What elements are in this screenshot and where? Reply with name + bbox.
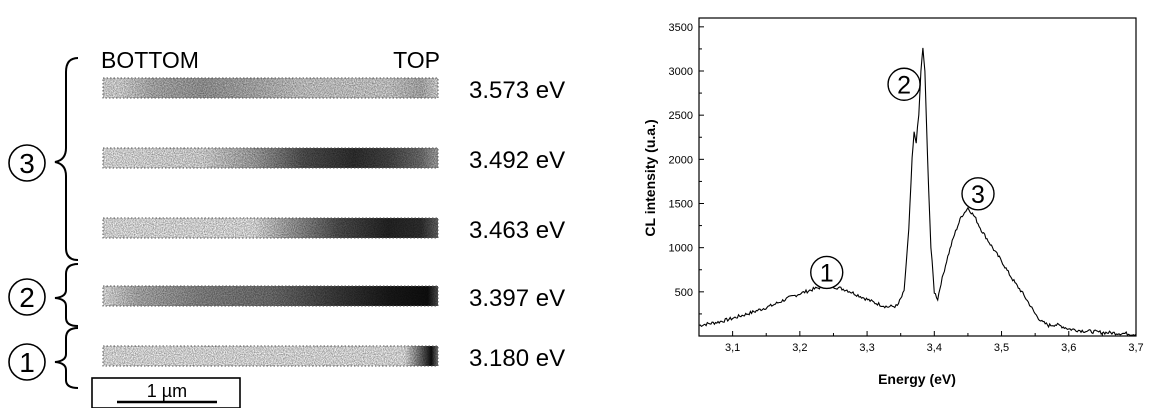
x-tick-label: 3,7 [1128,342,1143,354]
cl-strip-outline [102,77,439,99]
cl-map-strips: 3.573 eV 3.492 eV 3.463 eV 3.397 eV 3.180 eV [102,77,565,372]
x-tick-label: 3,4 [927,342,942,354]
cl-strip-grain [103,148,438,168]
brace-group-2 [54,263,79,327]
y-tick-label: 3500 [669,22,693,34]
cl-strip-grain [103,346,438,366]
group-2-circle [8,278,46,316]
y-tick-label: 1500 [669,199,693,211]
spectrum-line [698,47,1137,337]
y-axis-label: CL intensity (u.a.) [642,119,658,236]
strip-energy-label: 3.397 eV [469,285,565,312]
group-3-circle [8,144,46,182]
group-1-circle [8,343,46,381]
peak-annotations: 1 2 3 [810,67,995,290]
cl-strip-grain [103,286,438,306]
x-tick-label: 3,5 [994,342,1009,354]
cl-strip-outline [102,147,439,169]
cl-spectrum-chart: 3,1 3,2 3,3 3,4 3,5 3,6 3,7 500100015002000250… [642,17,1144,387]
strip-energy-label: 3.492 eV [469,147,565,174]
cl-strip-grain [103,78,438,98]
cl-strip-outline [102,285,439,307]
y-tick-label: 3000 [669,66,693,78]
cl-strip-outline [102,345,439,367]
brace-group-1 [54,327,79,389]
strip-energy-label: 3.463 eV [469,217,565,244]
cl-strip-grain [103,218,438,238]
x-tick-label: 3,1 [725,342,740,354]
x-axis: 3,1 3,2 3,3 3,4 3,5 3,6 3,7 [698,331,1144,354]
peak-marker-number: 1 [820,259,834,287]
cl-strip-outline [102,217,439,239]
peak-marker-circle [887,67,921,101]
strip-energy-label: 3.573 eV [469,77,565,104]
y-tick-label: 500 [675,287,693,299]
scale-bar-label: 1 µm [147,381,187,401]
y-tick-label: 2000 [669,154,693,166]
plot-frame [698,17,1137,337]
x-tick-label: 3,6 [1061,342,1076,354]
y-tick-label: 1000 [669,243,693,255]
peak-marker-circle [961,177,995,211]
group-1-number: 1 [19,347,35,378]
y-tick-label: 2500 [669,110,693,122]
cl-map-panel: BOTTOM TOP 3.573 eV 3.492 eV 3.463 eV 3.397… [8,47,565,408]
brace-group-3 [54,57,79,261]
bottom-label: BOTTOM [101,47,199,73]
top-label: TOP [393,47,440,73]
peak-marker-number: 2 [897,71,911,99]
scale-bar: 1 µm [91,377,241,408]
x-tick-label: 3,2 [792,342,807,354]
peak-marker-number: 3 [971,181,985,209]
x-tick-label: 3,3 [859,342,874,354]
group-3-number: 3 [19,148,35,179]
group-2-number: 2 [19,282,35,313]
x-axis-label: Energy (eV) [878,371,956,387]
group-markers: 3 2 1 [8,144,46,381]
peak-marker-circle [810,255,844,290]
strip-energy-label: 3.180 eV [469,345,565,372]
y-axis: 500 1000 1500 2000 2500 3000 3500 [669,22,704,315]
group-braces [54,57,79,389]
